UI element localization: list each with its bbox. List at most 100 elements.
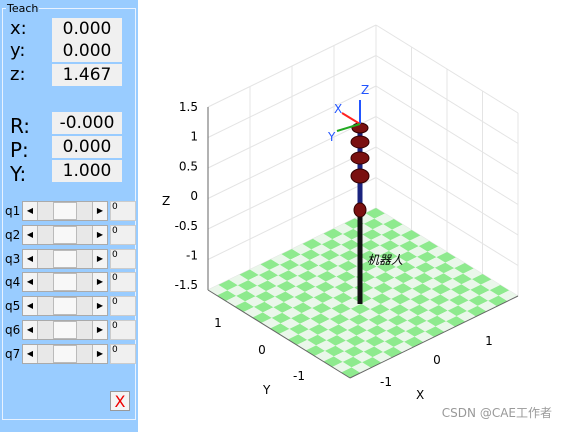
floor-tile bbox=[339, 250, 359, 261]
floor-tile bbox=[335, 340, 355, 352]
z-tick-label: 1.5 bbox=[179, 100, 198, 114]
joint-label: q2 bbox=[5, 227, 21, 242]
floor-tile bbox=[414, 331, 434, 343]
field-label: y: bbox=[10, 40, 26, 61]
joint-slider[interactable]: ◀ ▶ bbox=[22, 343, 108, 364]
joint-slider[interactable]: ◀ ▶ bbox=[22, 272, 108, 293]
floor-tile bbox=[375, 272, 395, 283]
joint-slider[interactable]: ◀ ▶ bbox=[22, 224, 108, 245]
joint-label: q1 bbox=[5, 204, 21, 218]
floor-tile bbox=[417, 251, 437, 263]
floor-tile bbox=[365, 335, 385, 347]
floor-tile bbox=[454, 263, 474, 274]
joint-label: q4 bbox=[5, 275, 21, 290]
joint-value[interactable]: 0 bbox=[110, 296, 136, 317]
floor-tile bbox=[250, 264, 270, 275]
floor-tile bbox=[278, 270, 298, 281]
floor-tile bbox=[385, 267, 405, 278]
joint-value[interactable]: 0 bbox=[110, 272, 136, 293]
floor-tile bbox=[271, 254, 291, 265]
floor-tile bbox=[426, 315, 447, 327]
floor-tile bbox=[451, 284, 471, 295]
floor-tile bbox=[369, 245, 389, 256]
floor-tile bbox=[468, 295, 489, 306]
floor-tile bbox=[424, 267, 444, 279]
floor-tile bbox=[401, 288, 422, 300]
floor-tile bbox=[350, 303, 371, 315]
floor-tile bbox=[463, 268, 483, 280]
floor-tile bbox=[245, 296, 265, 307]
floor-tile bbox=[370, 304, 390, 315]
floor-tile bbox=[312, 302, 332, 314]
joint-value[interactable]: 0 bbox=[110, 320, 136, 340]
floor-tile bbox=[308, 265, 328, 277]
floor-tile bbox=[354, 341, 375, 352]
floor-tile bbox=[229, 274, 249, 286]
floor-tile bbox=[393, 341, 413, 353]
floor-tile bbox=[340, 308, 360, 320]
field-value: 1.000 bbox=[52, 160, 122, 182]
floor-tile bbox=[456, 311, 476, 322]
floor-tile bbox=[316, 340, 336, 351]
floor-tile bbox=[394, 272, 414, 284]
floor-tile bbox=[280, 318, 300, 329]
field-value: 0.000 bbox=[52, 40, 122, 62]
floor-tile bbox=[446, 316, 466, 327]
joint-value[interactable]: 0 bbox=[110, 201, 136, 221]
y-tick-label: 1 bbox=[214, 316, 222, 330]
floor-tile bbox=[467, 305, 487, 317]
floor-tile bbox=[325, 345, 345, 357]
joint-value[interactable]: 0 bbox=[110, 224, 136, 245]
floor-tile bbox=[275, 291, 295, 303]
joint-slider[interactable]: ◀ ▶ bbox=[22, 248, 108, 269]
floor-tile bbox=[317, 271, 337, 282]
field-value: 1.467 bbox=[52, 64, 122, 86]
floor-tile bbox=[412, 283, 432, 295]
floor-tile bbox=[267, 275, 288, 286]
z-axis-label: Z bbox=[162, 194, 170, 208]
x-tick-label: 0 bbox=[433, 353, 441, 367]
floor-tile bbox=[292, 243, 312, 255]
floor-tile bbox=[461, 279, 481, 290]
joint-slider[interactable]: ◀ ▶ bbox=[22, 201, 108, 221]
floor-tile bbox=[273, 302, 293, 313]
floor-tile bbox=[298, 329, 318, 340]
floor-tile bbox=[342, 356, 363, 368]
panel-title: Teach bbox=[6, 2, 40, 15]
joint-slider[interactable]: ◀ ▶ bbox=[22, 320, 108, 340]
floor-tile bbox=[398, 309, 418, 321]
robot-name: 机器人 bbox=[367, 253, 403, 267]
floor-tile bbox=[254, 301, 274, 313]
joint-value[interactable]: 0 bbox=[110, 343, 136, 364]
floor-tile bbox=[300, 318, 320, 330]
floor-tile bbox=[262, 307, 283, 318]
field-value: 0.000 bbox=[52, 18, 122, 40]
floor-tile bbox=[413, 272, 434, 284]
floor-tile bbox=[329, 255, 349, 266]
axis-line bbox=[207, 289, 351, 379]
floor-tile bbox=[248, 275, 268, 286]
y-tick-label: -1 bbox=[293, 369, 305, 383]
floor-tile bbox=[338, 319, 359, 330]
floor-tile bbox=[218, 279, 238, 291]
frame-label: Z bbox=[361, 83, 369, 97]
floor-tile bbox=[380, 298, 401, 310]
floor-tile bbox=[386, 325, 406, 337]
floor-tile bbox=[237, 280, 258, 291]
floor-tile bbox=[330, 244, 351, 256]
field-label: P: bbox=[10, 138, 29, 162]
floor-tile bbox=[405, 326, 426, 337]
field-label: R: bbox=[10, 114, 31, 138]
floor-tile bbox=[308, 324, 329, 335]
floor-tile bbox=[296, 281, 316, 292]
floor-tile bbox=[367, 325, 387, 336]
floor-tile bbox=[480, 279, 501, 291]
joint-label: q5 bbox=[5, 299, 21, 314]
floor-tile bbox=[417, 310, 438, 321]
field-label: z: bbox=[10, 64, 26, 85]
close-button[interactable]: X bbox=[110, 391, 130, 411]
field-label: x: bbox=[10, 18, 27, 39]
joint-slider[interactable]: ◀ ▶ bbox=[22, 296, 108, 317]
joint-value[interactable]: 0 bbox=[110, 248, 136, 269]
floor-tile bbox=[363, 346, 384, 358]
